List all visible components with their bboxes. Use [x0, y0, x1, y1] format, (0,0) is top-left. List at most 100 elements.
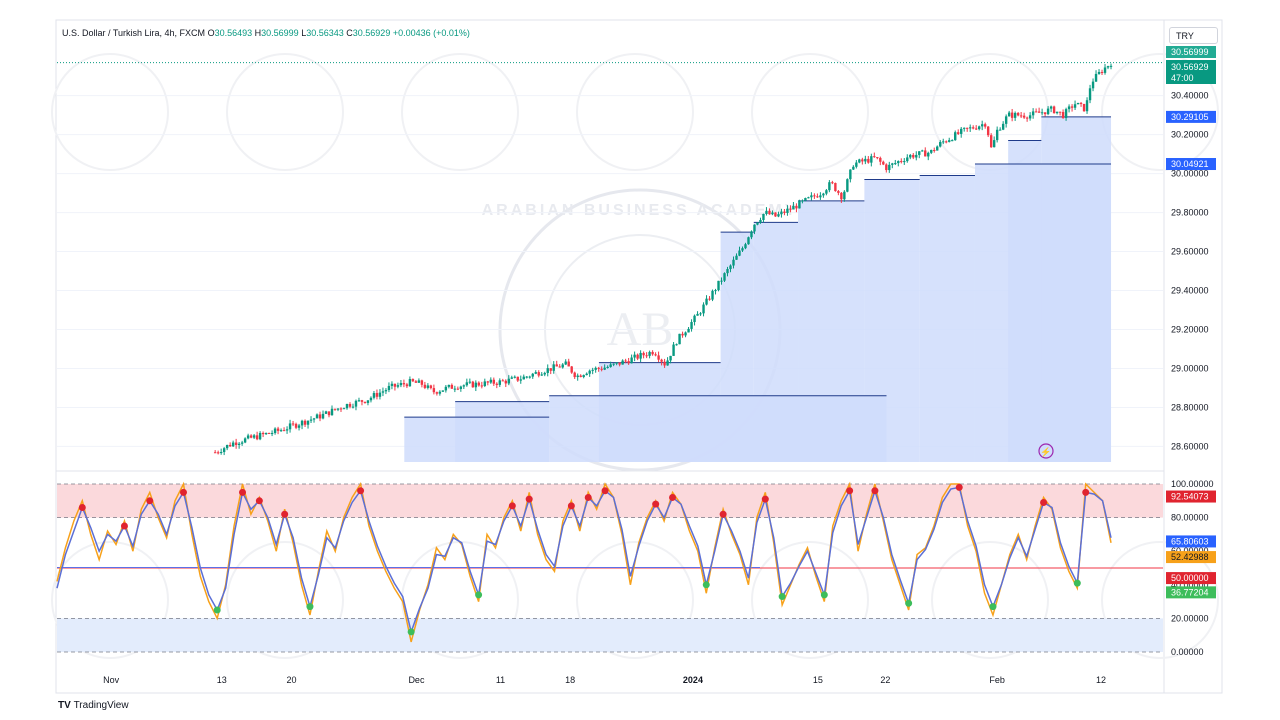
tradingview-logo[interactable]: TV TradingView — [58, 700, 129, 711]
rsi-tick-label: 40.00000 — [1171, 580, 1209, 590]
rsi-trough-marker — [778, 593, 786, 601]
candle-body — [375, 393, 379, 397]
level-price-label-bg — [1166, 110, 1216, 123]
candle-body — [462, 385, 466, 387]
candle-body — [492, 379, 496, 384]
low-value: 30.56343 — [306, 28, 344, 38]
rsi-value-label-bg — [1166, 490, 1216, 503]
price-tick-label: 30.20000 — [1171, 130, 1209, 140]
candle-body — [657, 355, 660, 360]
candle-body — [255, 435, 259, 440]
candle-body — [513, 376, 516, 378]
candle-body — [735, 255, 738, 260]
candle-body — [444, 386, 448, 391]
level-price-label-bg — [1166, 158, 1216, 171]
candle-body — [438, 391, 442, 394]
watermark-stamp — [226, 541, 344, 659]
candle-body — [1067, 106, 1071, 110]
candle-body — [246, 435, 250, 439]
candle-body — [624, 360, 627, 362]
candle-body — [885, 164, 888, 171]
candle-body — [846, 179, 849, 192]
high-price-label: 30.56999 — [1171, 47, 1209, 57]
candle-body — [1007, 112, 1011, 117]
candle-body — [924, 150, 927, 157]
candle-body — [303, 420, 307, 425]
last-price-label: 30.56929 — [1171, 62, 1209, 72]
candle-body — [429, 385, 433, 389]
candle-body — [705, 298, 708, 305]
candle-body — [525, 376, 528, 378]
candle-body — [630, 357, 633, 364]
currency-button[interactable]: TRY — [1169, 27, 1218, 44]
candle-body — [921, 150, 924, 152]
candle-body — [909, 154, 912, 158]
candle-body — [678, 333, 681, 345]
candle-body — [912, 154, 915, 158]
candle-body — [747, 237, 750, 245]
candle-body — [1073, 104, 1077, 108]
candle-body — [345, 404, 349, 409]
candle-body — [720, 280, 723, 282]
candle-body — [690, 322, 693, 329]
support-fill — [1008, 140, 1042, 462]
candle-body — [516, 376, 519, 381]
time-tick-label: Dec — [408, 675, 425, 685]
candle-body — [228, 444, 232, 447]
candle-body — [771, 212, 774, 215]
watermark-stamp — [576, 53, 694, 171]
candle-body — [558, 366, 561, 368]
candle-body — [1082, 103, 1086, 112]
candle-body — [219, 452, 223, 454]
support-fill — [1041, 116, 1112, 463]
candle-body — [977, 126, 981, 130]
candle-body — [528, 376, 531, 378]
candle-body — [1022, 115, 1026, 118]
candle-body — [267, 432, 271, 434]
candle-body — [828, 182, 831, 191]
candle-body — [534, 372, 537, 374]
candle-body — [321, 413, 325, 419]
candle-body — [786, 208, 789, 213]
candle-body — [609, 364, 612, 367]
candle-body — [801, 200, 804, 202]
candle-body — [621, 360, 624, 365]
candle-body — [675, 344, 678, 346]
rsi-tick-label: 100.00000 — [1171, 479, 1214, 489]
rsi-peak-marker — [146, 497, 154, 505]
candle-body — [882, 161, 885, 165]
candle-body — [723, 273, 726, 281]
candle-body — [699, 313, 702, 315]
candle-body — [989, 135, 993, 148]
candle-body — [360, 400, 364, 402]
candle-body — [948, 140, 951, 142]
candle-body — [393, 383, 397, 387]
candle-body — [843, 191, 846, 200]
support-fill — [720, 232, 754, 462]
candle-body — [660, 359, 663, 362]
rsi-peak-marker — [120, 522, 128, 530]
candle-body — [549, 368, 552, 371]
candle-body — [597, 367, 600, 369]
candle-body — [564, 361, 567, 365]
candle-body — [963, 127, 966, 129]
candle-body — [519, 379, 522, 381]
candle-body — [933, 149, 936, 151]
candle-body — [435, 392, 439, 394]
candle-body — [1055, 111, 1059, 114]
watermark-stamp — [931, 541, 1049, 659]
candle-body — [1025, 117, 1029, 119]
candle-body — [780, 211, 783, 215]
time-tick-label: 11 — [496, 675, 505, 685]
candle-body — [702, 304, 705, 314]
candle-body — [798, 200, 801, 209]
candle-body — [216, 452, 220, 454]
candle-body — [864, 158, 867, 162]
candle-body — [576, 375, 579, 378]
watermark-stamp — [226, 53, 344, 171]
candle-body — [807, 197, 810, 199]
rsi-peak-marker — [1082, 488, 1090, 496]
rsi-value-label: 36.77204 — [1171, 587, 1209, 597]
candle-body — [315, 414, 319, 419]
